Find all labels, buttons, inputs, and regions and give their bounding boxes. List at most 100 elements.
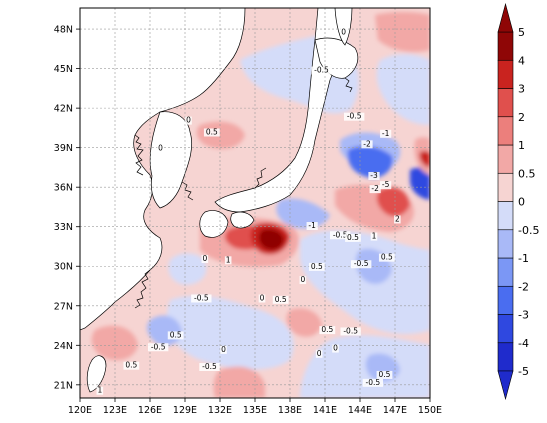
contour-label-bg [362, 378, 384, 387]
lat-tick-label: 24N [54, 341, 73, 352]
contour-label-bg [167, 331, 184, 340]
contour-label: 0.5 [321, 325, 333, 334]
contour-label-bg [311, 66, 332, 75]
contour-label-bg [191, 294, 212, 303]
contour-label-bg [380, 181, 392, 190]
lon-tick-label: 150E [418, 405, 442, 416]
contour-label-bg [147, 343, 169, 352]
colorbar-segment [497, 257, 514, 287]
colorbar-label: -3 [518, 309, 529, 322]
longitude-axis: 120E 123E 126E 129E 132E 135E 138E 141E 144E 147E… [68, 398, 442, 416]
negative-extreme-core [347, 146, 393, 178]
contour-label: 0 [221, 345, 226, 354]
lat-tick-label: 45N [54, 64, 73, 75]
colorbar-label: 1 [518, 139, 525, 152]
lat-tick-label: 36N [54, 183, 73, 194]
contour-label: 0.5 [125, 361, 137, 370]
colorbar-min-arrow [497, 370, 514, 401]
lat-tick-label: 33N [54, 222, 73, 233]
contour-label: -0.5 [366, 378, 381, 387]
colorbar-segment [497, 342, 514, 372]
taiwan [86, 355, 107, 393]
contour-label: -0.5 [354, 259, 369, 268]
colorbar-segment [497, 144, 514, 174]
negative-region-east [300, 230, 430, 335]
colorbar-segment [497, 285, 514, 315]
contour-label-bg [199, 363, 220, 372]
contour-label-bg [315, 349, 323, 358]
colorbar-label: -0.5 [518, 224, 539, 237]
positive-extreme-far-east [419, 151, 430, 168]
contour-label-bg [394, 215, 401, 224]
contour-label: 0 [341, 27, 346, 36]
contour-label: -0.5 [333, 230, 348, 239]
contour-label-bg [345, 233, 361, 242]
colorbar-label: 5 [518, 26, 525, 39]
positive-region-center [286, 308, 322, 337]
contour-label: -3 [370, 171, 378, 180]
positive-region-south [213, 366, 265, 398]
contour-label-bg [378, 253, 395, 262]
contour-label: 1 [226, 255, 231, 264]
colorbar-segment [497, 201, 514, 231]
contour-label: -1 [308, 221, 316, 230]
contour-label: 0.5 [206, 127, 218, 136]
lat-tick-label: 39N [54, 143, 73, 154]
lat-tick-label: 27N [54, 301, 73, 312]
contour-label: 0.5 [275, 295, 287, 304]
colorbar-segment [497, 88, 514, 118]
contour-label: -2 [371, 184, 379, 193]
colorbar-label: -2 [518, 280, 529, 293]
positive-extreme-center [258, 229, 284, 250]
contour-label: 0.5 [170, 330, 182, 339]
contour-label-bg [306, 222, 318, 231]
lon-tick-label: 144E [348, 405, 372, 416]
contour-label: 0.5 [347, 233, 359, 242]
contour-label-bg [308, 262, 325, 271]
lon-tick-label: 123E [103, 405, 127, 416]
contour-label: 0.5 [311, 262, 323, 271]
contour-label: -0.5 [347, 112, 362, 121]
contour-label: -2 [363, 139, 371, 148]
contour-label: 0 [186, 116, 191, 125]
contour-label-bg [369, 185, 381, 194]
lon-tick-label: 120E [68, 405, 92, 416]
anomaly-field [80, 8, 430, 398]
contour-label: 0 [300, 275, 305, 284]
contour-label: 2 [395, 214, 400, 223]
negative-region-west [168, 253, 207, 285]
contour-label: 0 [333, 344, 338, 353]
contour-label: -5 [382, 180, 390, 189]
japan-kyushu [199, 210, 229, 238]
contour-label: 1 [372, 232, 377, 241]
asian-mainland [80, 8, 246, 331]
colorbar: -5 -4 -3 -2 -1 -0.5 0 0.5 1 2 3 4 5 [497, 2, 539, 401]
contour-label-bg [340, 327, 361, 336]
contour-label: -0.5 [343, 326, 358, 335]
contour-label-bg [258, 294, 266, 303]
negative-extreme-east [410, 167, 430, 200]
contour-label: 0 [202, 254, 207, 263]
contour-label: -0.5 [314, 66, 329, 75]
lon-tick-label: 147E [383, 405, 407, 416]
contour-label-bg [220, 345, 227, 354]
colorbar-label: 0.5 [518, 167, 536, 180]
contour-label-bg [203, 128, 220, 137]
contour-label: 0.5 [381, 253, 393, 262]
colorbar-label: 4 [518, 54, 525, 67]
positive-region-southwest [91, 325, 138, 361]
colorbar-segment [497, 31, 514, 61]
colorbar-segment [497, 229, 514, 259]
colorbar-segment [497, 59, 514, 89]
colorbar-label: -5 [518, 365, 529, 378]
positive-core-east [376, 187, 410, 217]
negative-region-northeast [376, 54, 430, 125]
contour-label-bg [376, 370, 393, 379]
lat-tick-label: 42N [54, 104, 73, 115]
latitude-axis: 21N 24N 27N 30N 33N 36N 39N 42N 45N 48N [54, 25, 80, 391]
contour-label: 0 [260, 294, 265, 303]
contour-label-bg [370, 232, 378, 241]
positive-region-sea-of-japan [196, 121, 245, 149]
contour-label-bg [272, 295, 289, 304]
coastline-detail [134, 77, 353, 309]
